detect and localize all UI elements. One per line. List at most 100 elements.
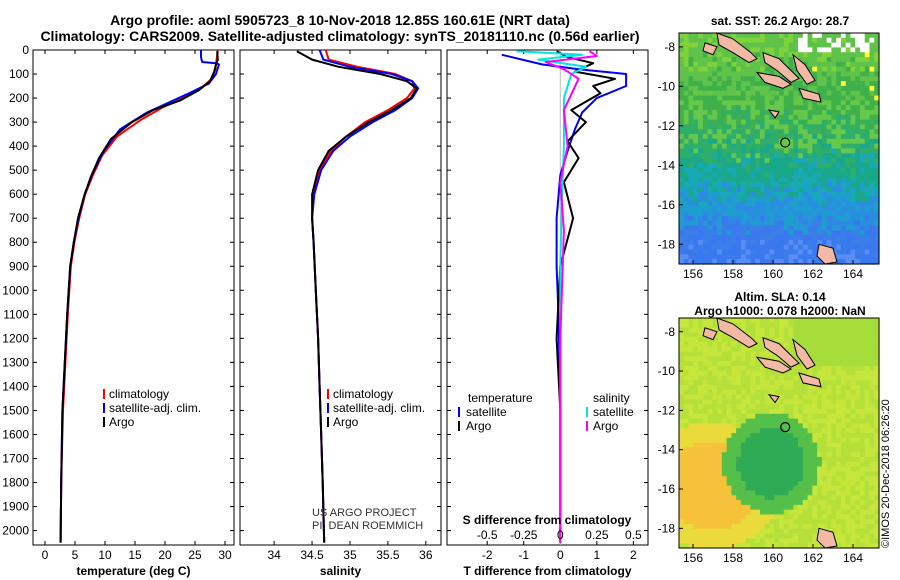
map-cell: [750, 480, 756, 487]
map-cell: [845, 519, 852, 525]
map-cell: [717, 509, 723, 516]
map-cell: [750, 182, 756, 188]
map-cell: [755, 138, 761, 145]
map-cell: [864, 153, 871, 159]
map-cell: [693, 134, 699, 140]
map-cell: [721, 456, 728, 463]
map-cell: [779, 433, 785, 439]
map-cell: [812, 337, 818, 343]
map-cell: [840, 124, 847, 130]
map-cell: [693, 485, 699, 492]
map-cell: [802, 105, 809, 111]
map-cell: [840, 42, 847, 49]
map-cell: [740, 361, 747, 367]
map-cell: [736, 71, 742, 77]
map-cell: [702, 504, 709, 511]
map-cell: [864, 361, 871, 367]
map-cell: [707, 254, 713, 260]
map-cell: [869, 485, 875, 492]
map-cell: [679, 495, 685, 501]
legend-label: Argo: [466, 419, 492, 433]
map-cell: [821, 461, 828, 468]
map-cell: [717, 351, 723, 357]
map-cell: [845, 167, 852, 174]
y-tick-label: 1100: [3, 307, 29, 321]
map-cell: [721, 370, 728, 377]
map-cell: [769, 37, 775, 44]
map-cell: [850, 143, 856, 150]
map-cell: [826, 143, 832, 150]
map-cell: [731, 404, 737, 410]
map-cell: [788, 187, 794, 193]
map-cell: [788, 437, 794, 444]
map-cell: [698, 385, 704, 391]
map-cell: [726, 504, 732, 511]
map-cell: [874, 437, 880, 444]
map-cell: [812, 244, 818, 251]
map-cell: [740, 211, 747, 217]
map-cell: [693, 162, 699, 169]
map-cell: [864, 114, 871, 121]
map-cell: [774, 495, 780, 501]
x-tick-label: 156: [683, 551, 703, 565]
map-cell: [807, 52, 813, 58]
map-cell: [683, 490, 690, 496]
map-cell: [712, 162, 718, 169]
map-cell: [793, 466, 799, 472]
map-cell: [769, 389, 775, 396]
map-cell: [779, 235, 785, 241]
map-cell: [817, 182, 823, 188]
map-cell: [821, 90, 828, 97]
map-cell: [788, 134, 794, 140]
map-cell: [812, 85, 818, 92]
y-tick-label: 300: [9, 115, 29, 129]
map-cell: [769, 153, 775, 159]
map-cell: [693, 318, 699, 324]
map-cell: [793, 413, 799, 420]
map-cell: [831, 337, 837, 343]
map-cell: [745, 509, 752, 516]
salinity-xlabel: salinity: [320, 564, 362, 578]
map-cell: [769, 413, 775, 420]
map-cell: [755, 346, 761, 353]
map-cell: [740, 114, 747, 121]
map-cell: [845, 81, 852, 87]
map-cell: [821, 134, 828, 140]
map-cell: [769, 385, 775, 391]
map-cell: [836, 124, 842, 130]
map-cell: [874, 322, 880, 329]
map-cell: [812, 191, 818, 198]
map-cell: [850, 235, 856, 241]
map-cell: [869, 538, 875, 544]
map-cell: [726, 114, 732, 121]
map-cell: [802, 385, 809, 391]
map-cell: [717, 500, 723, 506]
map-cell: [869, 230, 875, 236]
map-cell: [826, 37, 832, 44]
map-cell: [821, 33, 828, 39]
map-cell: [807, 346, 813, 353]
map-cell: [802, 172, 809, 178]
map-cell: [731, 361, 737, 367]
map-cell: [736, 196, 742, 203]
map-cell: [764, 37, 771, 44]
map-cell: [850, 119, 856, 126]
map-cell: [745, 351, 752, 357]
map-cell: [807, 385, 813, 391]
map-cell: [745, 211, 752, 217]
map-cell: [817, 543, 823, 549]
map-cell: [817, 211, 823, 217]
map-cell: [855, 85, 861, 92]
map-cell: [859, 249, 866, 255]
map-cell: [807, 215, 813, 222]
map-cell: [712, 95, 718, 101]
map-cell: [802, 394, 809, 401]
map-cell: [759, 119, 766, 126]
map-cell: [821, 404, 828, 410]
map-cell: [788, 480, 794, 487]
map-cell: [845, 437, 852, 444]
map-cell: [679, 389, 685, 396]
map-cell: [779, 230, 785, 236]
map-cell: [736, 138, 742, 145]
map-cell: [812, 461, 818, 468]
